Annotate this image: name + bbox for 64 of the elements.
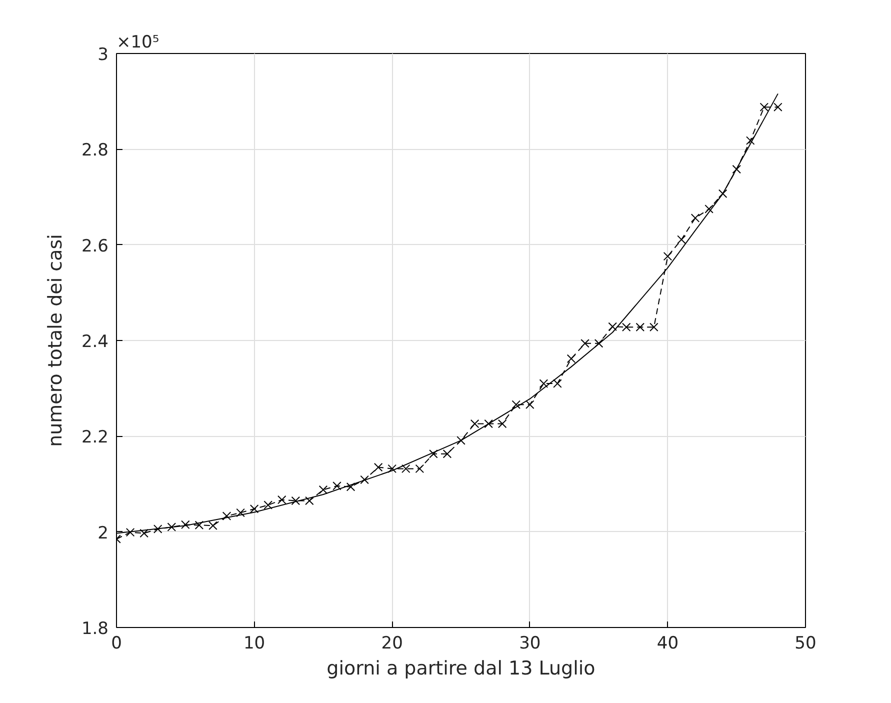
point bbox=[194, 520, 204, 530]
point bbox=[126, 528, 135, 537]
point bbox=[732, 164, 741, 174]
point bbox=[539, 379, 548, 388]
point bbox=[305, 496, 314, 506]
point bbox=[429, 449, 438, 458]
point bbox=[456, 436, 466, 445]
point bbox=[401, 464, 410, 474]
x-tick-label: 40 bbox=[656, 634, 679, 654]
point bbox=[650, 322, 658, 332]
x-tick-label: 20 bbox=[381, 634, 403, 654]
point bbox=[760, 102, 769, 112]
point bbox=[718, 189, 728, 198]
y-tick-label: 2.4 bbox=[81, 332, 109, 352]
point bbox=[608, 322, 617, 332]
point bbox=[512, 400, 521, 409]
point bbox=[346, 482, 356, 492]
point bbox=[277, 495, 286, 504]
point bbox=[153, 524, 162, 534]
point bbox=[222, 512, 232, 520]
point bbox=[332, 482, 342, 490]
point bbox=[484, 419, 493, 428]
y-tick-label: 2.8 bbox=[81, 140, 109, 161]
y-axis-title: numero totale dei casi bbox=[44, 234, 66, 447]
point bbox=[704, 204, 714, 214]
point bbox=[677, 235, 686, 244]
x-tick-label: 0 bbox=[111, 634, 122, 654]
y-tick-label: 3 bbox=[98, 45, 109, 65]
point bbox=[291, 496, 300, 506]
point bbox=[167, 522, 176, 532]
point bbox=[774, 102, 782, 112]
point bbox=[264, 500, 272, 510]
point bbox=[374, 462, 383, 472]
x-tick-label: 30 bbox=[519, 634, 541, 654]
point bbox=[388, 464, 396, 474]
y-tick-label: 2.2 bbox=[81, 428, 109, 448]
point bbox=[236, 508, 245, 518]
point bbox=[442, 449, 452, 458]
point bbox=[636, 322, 645, 332]
point bbox=[663, 252, 672, 261]
point bbox=[622, 322, 631, 332]
point bbox=[746, 136, 755, 145]
y-tick-label: 2 bbox=[98, 523, 109, 544]
x-tick-label: 10 bbox=[243, 634, 266, 654]
point bbox=[526, 400, 534, 409]
point bbox=[415, 464, 424, 474]
point bbox=[553, 379, 562, 388]
point bbox=[318, 485, 328, 494]
point bbox=[140, 528, 148, 538]
point bbox=[690, 214, 700, 222]
x-axis-title: giorni a partire dal 13 Luglio bbox=[326, 658, 596, 680]
y-tick-label: 2.6 bbox=[81, 236, 109, 256]
point bbox=[594, 338, 604, 348]
point bbox=[470, 419, 480, 428]
point bbox=[360, 475, 369, 484]
point bbox=[250, 504, 259, 514]
point bbox=[208, 521, 218, 530]
y-tick-label: 1.8 bbox=[81, 619, 109, 639]
point bbox=[580, 338, 590, 348]
text: ×10⁵ bbox=[116, 32, 160, 52]
point bbox=[566, 354, 576, 364]
point bbox=[181, 520, 190, 530]
point bbox=[498, 419, 507, 428]
x-tick-label: 50 bbox=[794, 634, 816, 654]
